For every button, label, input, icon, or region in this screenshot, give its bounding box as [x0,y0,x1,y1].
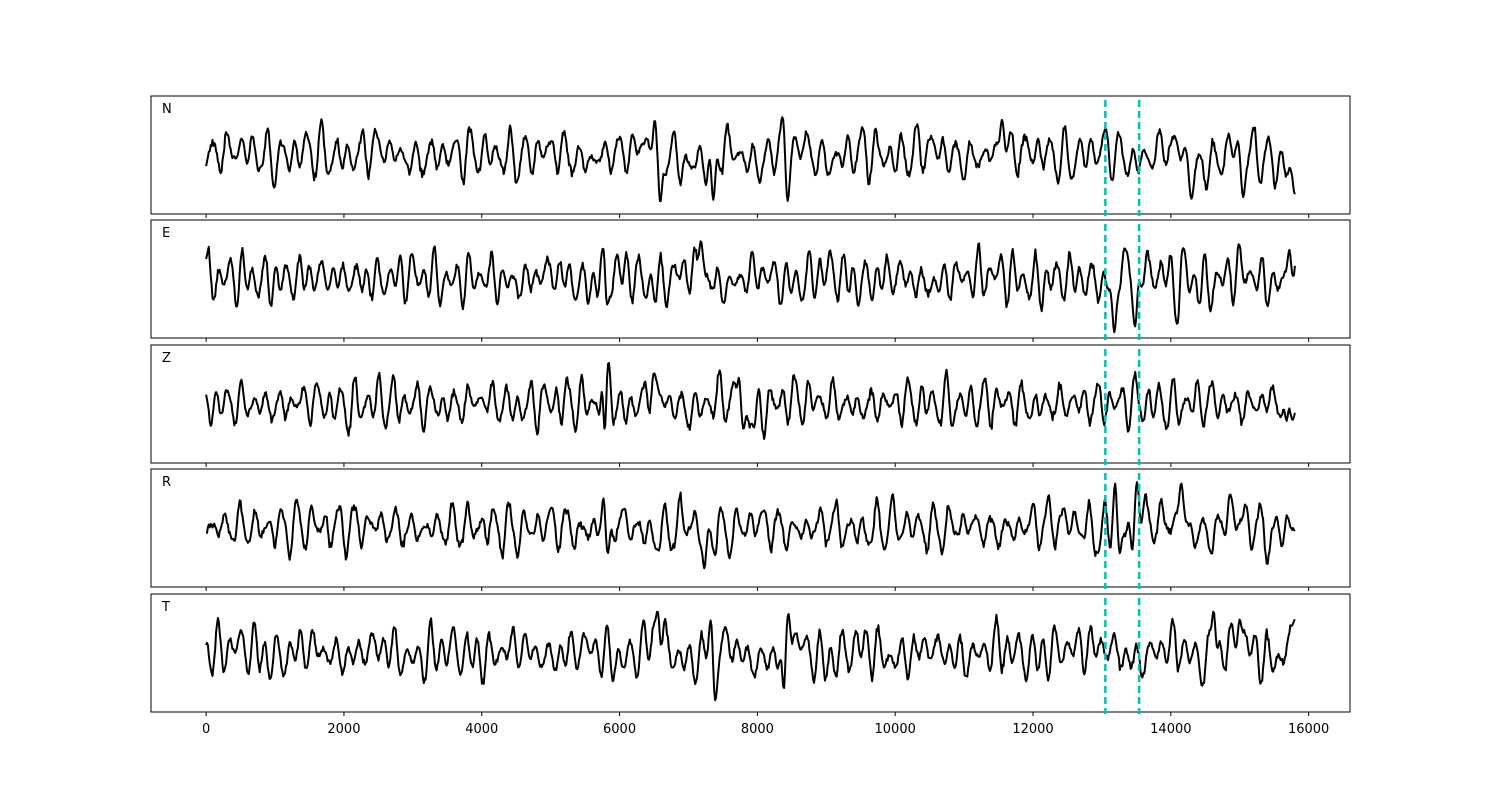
panel-t: T [150,593,1351,716]
trace-r [205,481,1296,570]
panel-frame [150,593,1351,713]
x-tick-label: 2000 [327,722,360,737]
panels-group: N E Z R T [150,95,1351,716]
trace-e [205,240,1296,334]
panel-n: N [150,95,1351,218]
x-tick-label: 12000 [1012,722,1053,737]
panel-label: N [162,102,172,117]
x-axis: 0 2000 4000 6000 8000 10000 12000 14000 16000 [202,722,1329,737]
x-tick-label: 8000 [741,722,774,737]
panel-r: R [150,468,1351,591]
panel-label: Z [162,351,171,366]
panel-frame [150,468,1351,588]
trace-n [205,116,1296,203]
panel-label: E [162,226,170,241]
panel-frame [150,95,1351,215]
trace-z [205,362,1296,440]
x-tick-label: 14000 [1150,722,1191,737]
panel-label: R [162,475,171,490]
panel-frame [150,219,1351,339]
x-tick-label: 6000 [603,722,636,737]
panel-label: T [161,600,170,615]
panel-z: Z [150,344,1351,467]
x-tick-label: 10000 [875,722,916,737]
panel-e: E [150,219,1351,342]
x-tick-label: 4000 [465,722,498,737]
trace-t [205,610,1296,702]
x-tick-label: 0 [202,722,210,737]
x-tick-label: 16000 [1288,722,1329,737]
panel-frame [150,344,1351,464]
